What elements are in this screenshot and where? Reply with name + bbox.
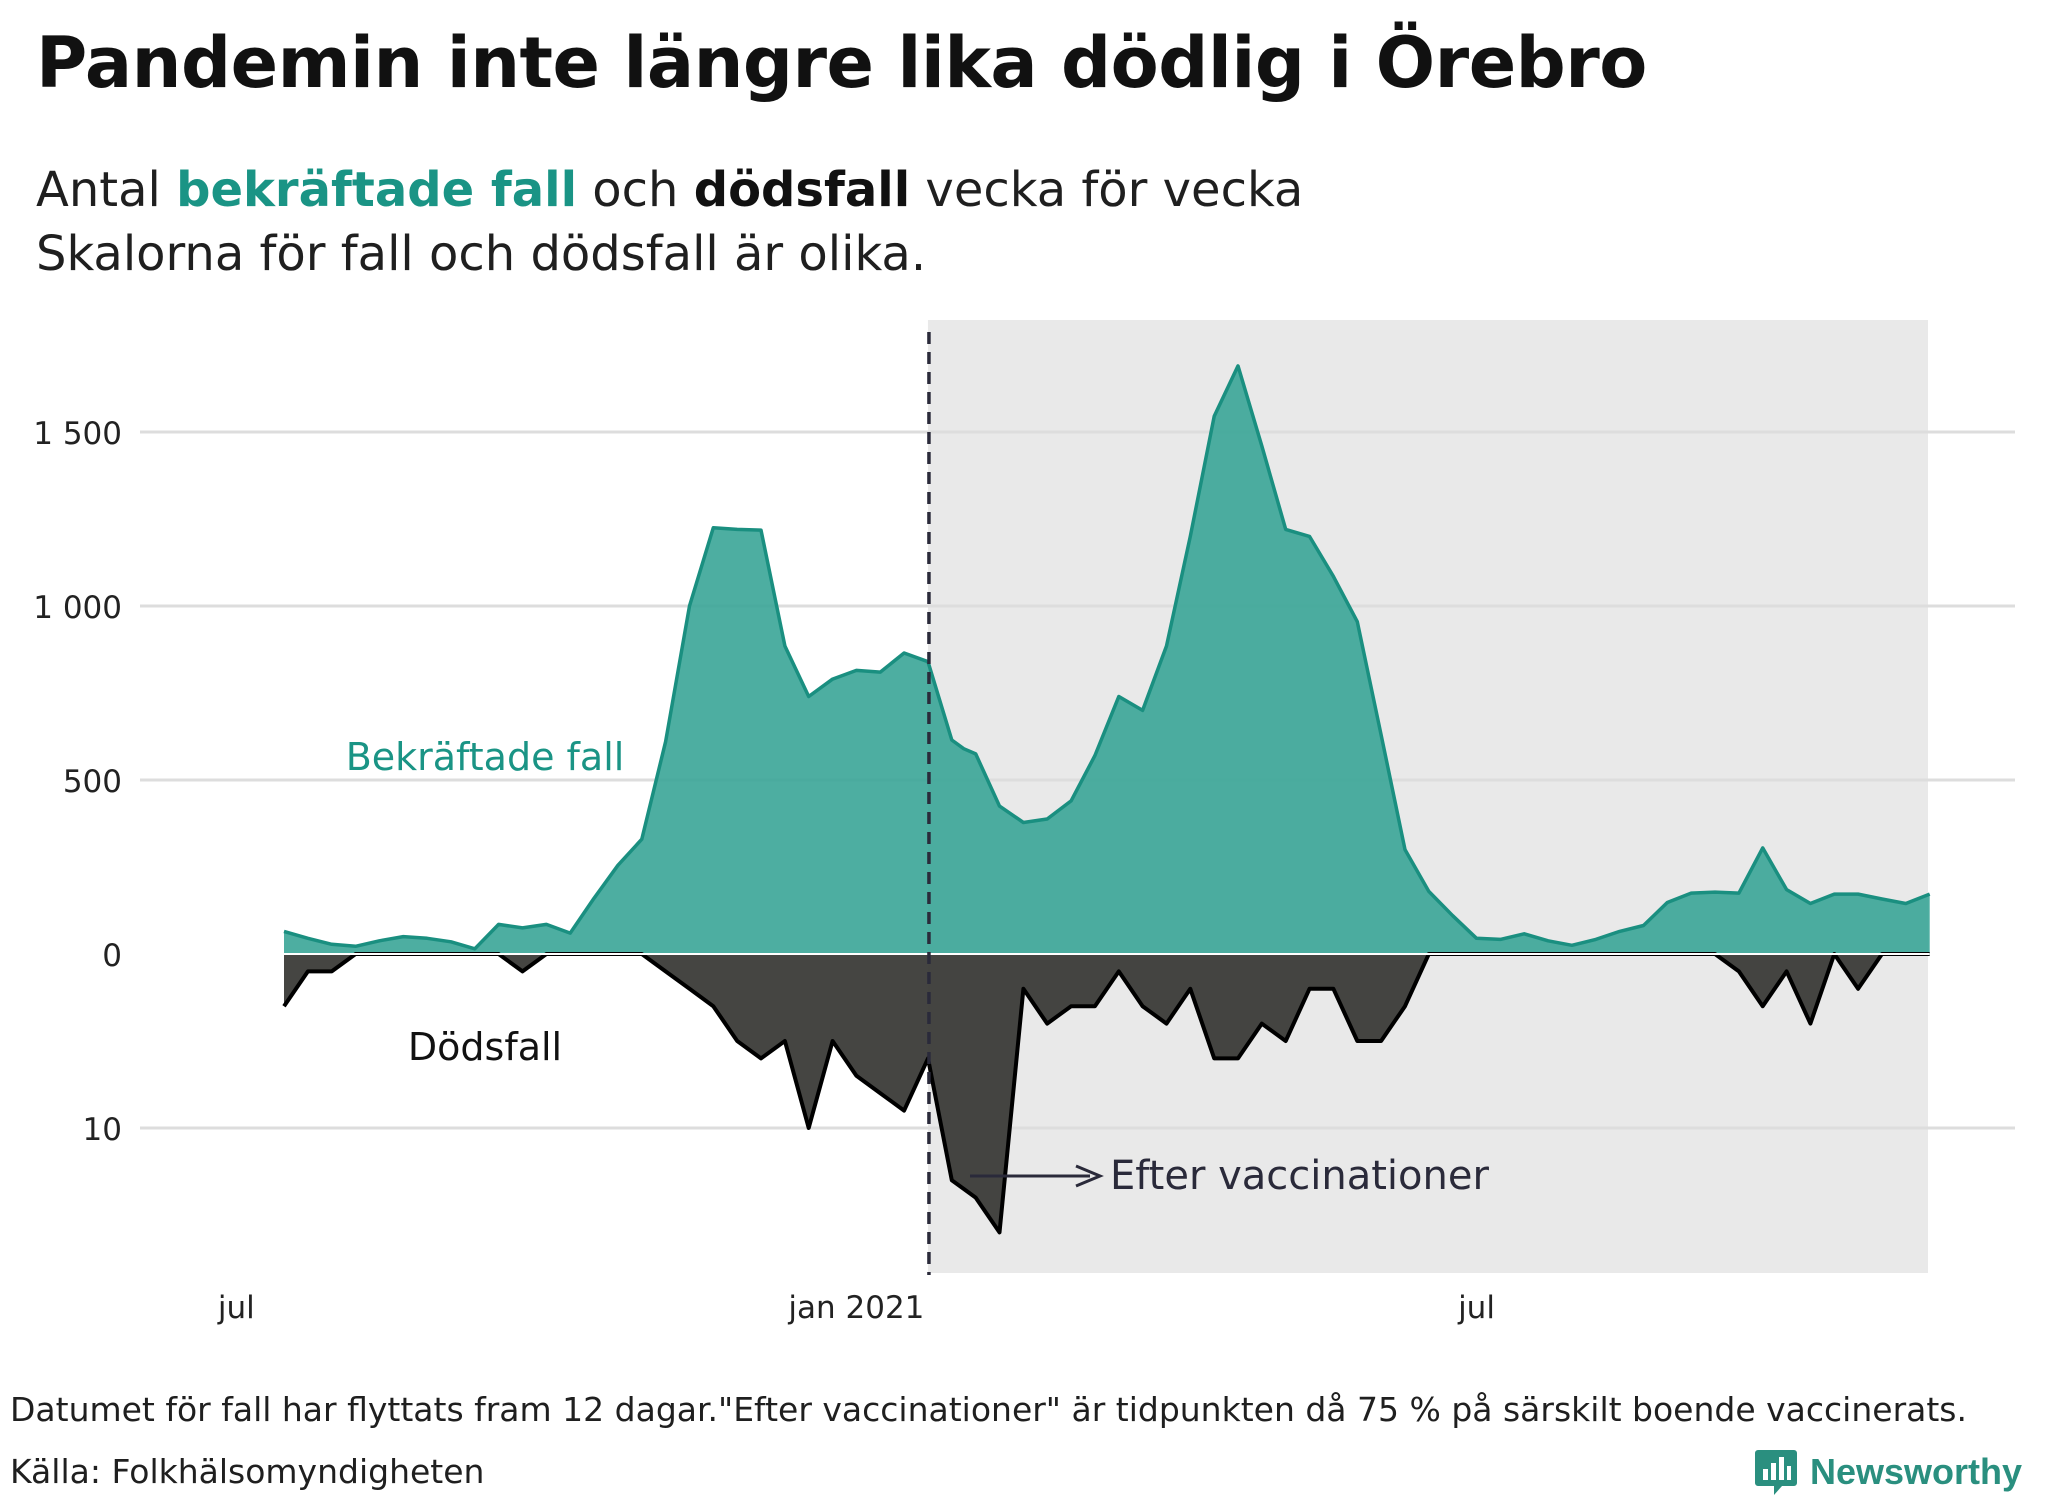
cases-series-label: Bekräftade fall: [346, 735, 625, 779]
newsworthy-logo-icon: [1754, 1450, 1797, 1495]
gridlines: [140, 430, 2015, 1130]
x-tick-label: jul: [1457, 1290, 1495, 1326]
chart-subtitle: Antal bekräftade fall och dödsfall vecka…: [36, 158, 1303, 286]
subtitle-middle: och: [577, 162, 694, 218]
cases-area: [284, 365, 1930, 954]
x-axis-labels: jul jan 2021 jul: [217, 1290, 1495, 1326]
annotation-text: Efter vaccinationer: [1110, 1153, 1489, 1199]
chart-title: Pandemin inte längre lika dödlig i Örebr…: [36, 22, 1647, 104]
x-tick-label: jul: [217, 1290, 255, 1326]
y-tick-label: 10: [83, 1112, 122, 1148]
deaths-area: [284, 954, 1930, 1233]
y-axis-labels: 1 500 1 000 500 0 10: [33, 416, 122, 1148]
brand-name: Newsworthy: [1809, 1451, 2022, 1492]
subtitle-line-1: Antal bekräftade fall och dödsfall vecka…: [36, 158, 1303, 222]
area-chart: 1 500 1 000 500 0 10 jul jan 2021 jul Bekräfta…: [33, 320, 2015, 1326]
subtitle-cases-label: bekräftade fall: [176, 162, 578, 218]
y-tick-label: 1 500: [33, 416, 122, 452]
source-note: Källa: Folkhälsomyndigheten: [10, 1452, 485, 1491]
subtitle-line-2: Skalorna för fall och dödsfall är olika.: [36, 226, 927, 282]
y-tick-label: 1 000: [33, 590, 122, 626]
y-tick-label: 500: [63, 764, 122, 800]
annotation-arrow-head: [1075, 1164, 1104, 1188]
subtitle-prefix: Antal: [36, 162, 177, 218]
cases-line: [283, 364, 1931, 951]
subtitle-deaths-label: dödsfall: [693, 162, 911, 218]
footnote: Datumet för fall har flyttats fram 12 da…: [10, 1390, 1967, 1429]
brand-logo: Newsworthy: [1754, 1447, 2022, 1497]
subtitle-suffix: vecka för vecka: [910, 162, 1304, 218]
deaths-series-label: Dödsfall: [408, 1025, 562, 1069]
y-tick-label: 0: [102, 938, 122, 974]
x-tick-label: jan 2021: [787, 1290, 924, 1326]
